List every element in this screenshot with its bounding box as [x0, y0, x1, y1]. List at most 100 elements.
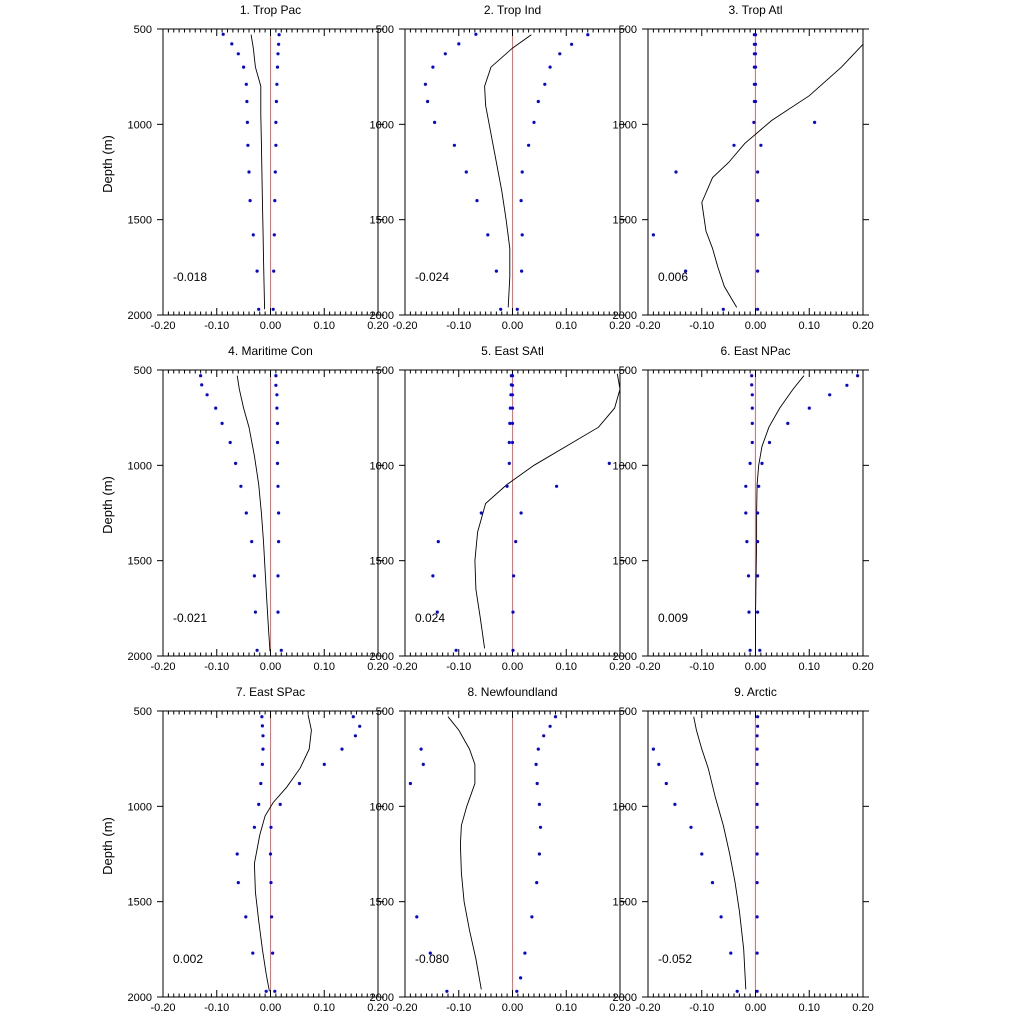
x-tick-label: -0.20: [392, 320, 417, 332]
data-point: [530, 915, 534, 919]
data-point: [750, 374, 754, 378]
x-tick-label: 0.10: [556, 320, 577, 332]
y-tick-label: 1500: [613, 897, 637, 909]
y-tick-label: 1000: [128, 119, 152, 131]
data-point: [532, 120, 536, 124]
data-point: [710, 881, 715, 885]
data-point: [273, 989, 277, 993]
y-tick-label: 1500: [128, 556, 152, 568]
data-point: [542, 734, 546, 738]
data-point: [479, 511, 483, 515]
data-point: [756, 199, 760, 203]
y-tick-label: 1000: [370, 460, 394, 472]
data-point: [275, 461, 280, 465]
panel-4: 4. Maritime Con -0.20 -0.10 0.00 0.10 0.20 500…: [100, 344, 389, 673]
profile-line: [693, 716, 747, 990]
profile-line: [236, 375, 271, 652]
data-point: [753, 99, 758, 104]
data-point: [651, 747, 656, 751]
y-tick-label: 1500: [370, 556, 394, 568]
data-point: [353, 734, 357, 738]
panel-annotation-value: 0.002: [173, 952, 203, 966]
data-point: [276, 484, 280, 488]
x-tick-label: 0.10: [799, 320, 820, 332]
data-point: [510, 440, 515, 445]
data-point: [415, 915, 419, 919]
y-tick-label: 500: [134, 706, 152, 718]
x-tick-label: -0.20: [150, 661, 175, 673]
data-point: [236, 881, 240, 885]
panel-1: 1. Trop Pac -0.20 -0.10 0.00 0.10 0.20 500 1000…: [100, 3, 389, 332]
data-point: [755, 951, 759, 955]
data-point: [433, 120, 437, 124]
data-point: [273, 170, 277, 174]
data-point: [271, 307, 275, 311]
data-point: [274, 374, 278, 378]
data-point: [755, 852, 759, 856]
data-point: [275, 393, 279, 397]
data-point: [275, 440, 280, 445]
y-tick-label: 1500: [370, 215, 394, 227]
y-axis-label: Depth (m): [100, 817, 115, 875]
data-point: [756, 574, 760, 578]
data-point: [756, 715, 760, 719]
panel-annotation-value: -0.018: [173, 270, 207, 284]
data-point: [586, 33, 590, 37]
data-point: [519, 976, 523, 980]
data-point: [275, 421, 280, 425]
panel-6: 6. East NPac -0.20 -0.10 0.00 0.10 0.20 500 100…: [613, 344, 874, 673]
data-point: [510, 383, 515, 387]
y-tick-label: 1000: [370, 801, 394, 813]
x-tick-label: -0.20: [150, 1002, 175, 1014]
data-point: [534, 762, 538, 767]
data-point: [845, 383, 849, 387]
data-point: [277, 42, 281, 46]
data-point: [474, 32, 478, 36]
data-point: [755, 747, 759, 751]
data-point: [275, 65, 280, 69]
data-point: [729, 951, 733, 955]
x-tick-label: 0.20: [367, 320, 388, 332]
data-point: [507, 461, 511, 465]
data-point: [538, 825, 543, 829]
data-point: [464, 170, 468, 174]
data-point: [269, 825, 273, 829]
data-point: [570, 42, 574, 46]
data-point: [251, 233, 255, 237]
data-point: [753, 33, 758, 37]
data-point: [756, 269, 760, 273]
data-point: [719, 915, 723, 919]
data-point: [548, 65, 552, 69]
data-point: [753, 52, 758, 56]
y-tick-label: 1000: [370, 119, 394, 131]
y-tick-label: 500: [619, 24, 637, 36]
data-point: [520, 269, 524, 273]
data-point: [553, 715, 558, 719]
y-tick-label: 1000: [128, 460, 152, 472]
data-point: [523, 951, 527, 955]
profile-line: [250, 34, 266, 310]
y-tick-label: 1500: [370, 897, 394, 909]
data-point: [436, 540, 440, 544]
data-point: [205, 393, 209, 397]
x-tick-label: -0.20: [635, 320, 660, 332]
x-tick-label: 0.20: [609, 661, 630, 673]
panel-8: 8. Newfoundland -0.20 -0.10 0.00 0.10 0.20 500…: [370, 685, 631, 1014]
panel-7: 7. East SPac -0.20 -0.10 0.00 0.10 0.20 500 100…: [100, 685, 389, 1014]
data-point: [856, 374, 860, 378]
data-point: [664, 781, 668, 786]
panel-title: 3. Trop Atl: [728, 3, 782, 17]
panel-annotation-value: -0.080: [415, 952, 449, 966]
data-point: [435, 610, 439, 614]
data-point: [431, 65, 435, 69]
panel-title: 7. East SPac: [236, 685, 305, 699]
y-tick-label: 1000: [613, 801, 637, 813]
panel-title: 8. Newfoundland: [467, 685, 557, 699]
data-point: [235, 852, 239, 856]
x-tick-label: 0.00: [260, 661, 281, 673]
data-point: [250, 540, 254, 544]
data-point: [274, 143, 278, 147]
x-tick-label: -0.20: [392, 1002, 417, 1014]
data-point: [744, 484, 748, 488]
data-point: [519, 511, 523, 515]
